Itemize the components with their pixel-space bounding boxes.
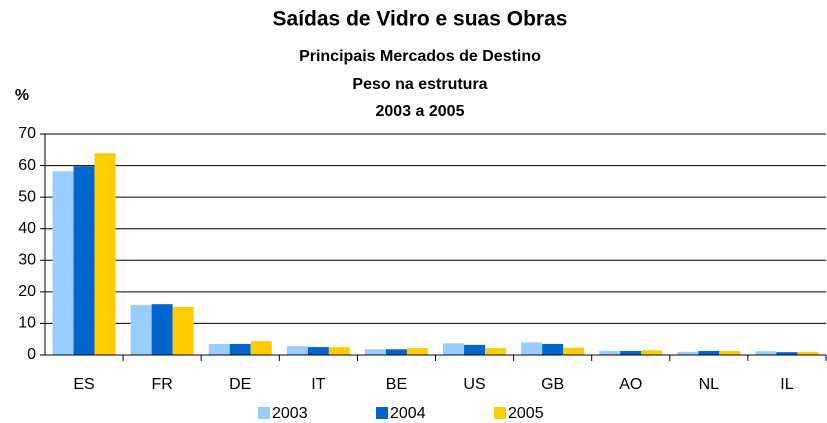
bar [406,348,428,355]
x-tick-label: FR [151,376,172,393]
bar [563,347,585,355]
bar [485,348,507,355]
bar [385,349,407,355]
chart-subtitle: Peso na estrutura [352,76,487,93]
legend-swatch [258,407,270,419]
y-tick-label: 20 [18,283,36,300]
bar [599,350,621,355]
y-tick-label: 50 [18,188,36,205]
bar [464,344,486,355]
y-tick-label: 60 [18,157,36,174]
bar [307,347,329,355]
bar [130,305,152,355]
y-tick-label: 70 [18,125,36,142]
legend-label: 2005 [508,405,544,422]
chart-title: Saídas de Vidro e suas Obras [273,8,568,31]
bar [698,350,720,355]
y-tick-label: 10 [18,315,36,332]
y-tick-label: 30 [18,252,36,269]
x-tick-label: IL [780,376,793,393]
bar [94,153,116,355]
bar [208,343,230,355]
x-tick-label: US [463,376,485,393]
legend-swatch [494,407,506,419]
bar [250,341,272,355]
bar [641,350,663,355]
bar [719,350,741,355]
x-tick-label: NL [699,376,720,393]
chart-subtitle: Principais Mercados de Destino [299,48,541,65]
x-tick-label: GB [541,376,564,393]
bar [521,342,543,355]
bar [286,346,308,355]
bar [443,343,465,355]
legend-label: 2003 [272,405,308,422]
legend-swatch [376,407,388,419]
x-tick-label: IT [311,376,325,393]
x-tick-label: DE [229,376,251,393]
bar [755,351,777,355]
bar [172,307,194,355]
legend-label: 2004 [390,405,426,422]
bar [677,351,699,355]
bar [364,349,386,355]
x-tick-label: ES [73,376,94,393]
x-tick-label: AO [619,376,642,393]
y-axis-label: % [15,87,29,104]
bar [151,304,173,355]
bar [328,347,350,355]
bar [776,352,798,355]
y-tick-label: 40 [18,220,36,237]
y-tick-label: 0 [27,346,36,363]
bar [52,171,74,355]
bar [229,343,251,355]
bar [797,351,819,355]
chart-subtitle: 2003 a 2005 [376,103,465,120]
bar [620,350,642,355]
x-tick-label: BE [386,376,407,393]
bar [542,343,564,355]
bar [73,166,95,355]
